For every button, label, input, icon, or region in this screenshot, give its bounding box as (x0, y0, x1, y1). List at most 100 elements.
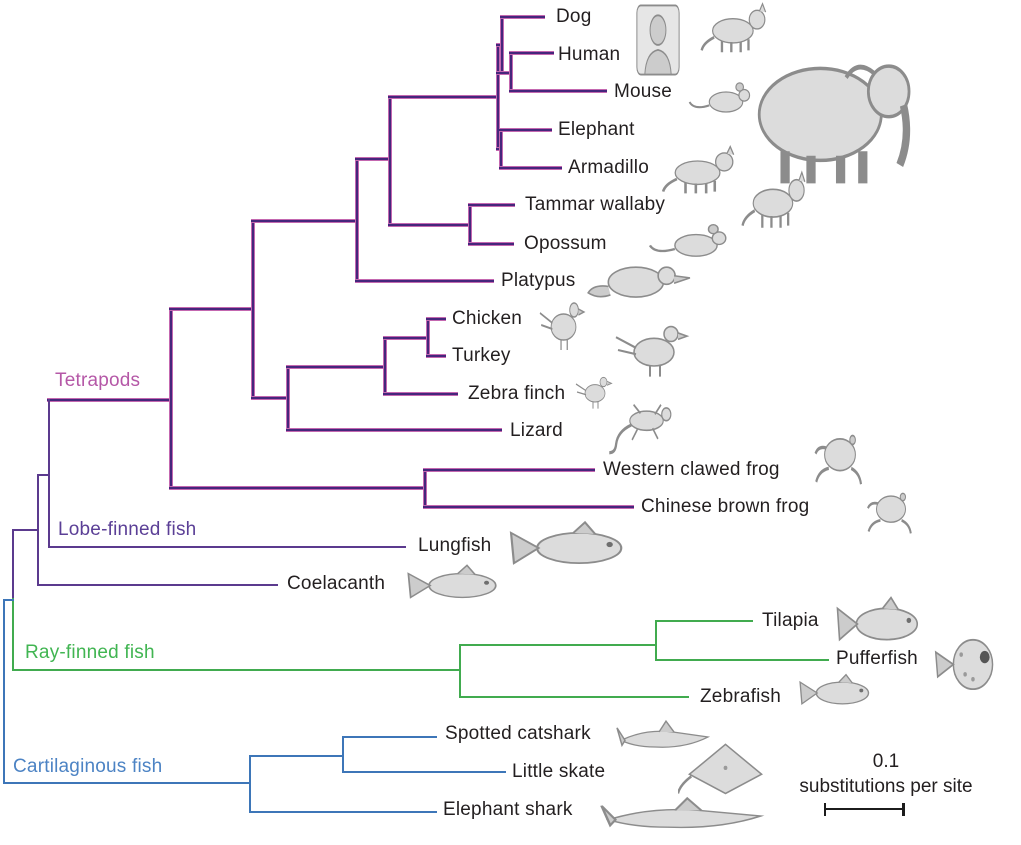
euarchontoglires-node (509, 51, 513, 93)
euarchontoglires-stem (496, 71, 513, 75)
galliformes-stem (383, 336, 430, 340)
atlantogenata-node (499, 128, 503, 170)
human-illustration (625, 3, 691, 77)
elasmobranchii-stem (248, 754, 345, 758)
species-label-armadillo: Armadillo (568, 157, 649, 178)
branch-zebra-finch (383, 392, 458, 396)
galliformes-node (426, 317, 430, 358)
species-label-zebra-finch: Zebra finch (468, 383, 566, 404)
clade-label-cartilaginous-fish: Cartilaginous fish (13, 756, 163, 777)
elasmobranchii-node (341, 735, 345, 774)
species-label-western-clawed-frog: Western clawed frog (603, 459, 780, 480)
species-label-human: Human (558, 44, 621, 65)
root-node (2, 598, 6, 785)
turkey-illustration (608, 318, 708, 382)
little-skate-illustration (676, 738, 773, 802)
root-stem (2, 598, 15, 602)
opossum-illustration (648, 213, 744, 267)
branch-pufferfish (654, 658, 830, 662)
marsupial-node (468, 203, 472, 246)
branch-elephant (499, 128, 552, 132)
species-label-turkey: Turkey (452, 345, 511, 366)
eutheria-node (496, 43, 500, 151)
pufferfish-illustration (922, 625, 1020, 699)
boreoeutheria-node (500, 15, 504, 75)
sauria-stem (251, 396, 290, 400)
species-label-platypus: Platypus (501, 270, 576, 291)
clade-label-tetrapods: Tetrapods (55, 370, 141, 391)
branch-turkey (426, 354, 446, 358)
amphibia-node (423, 468, 427, 509)
species-label-tammar-wallaby: Tammar wallaby (525, 194, 666, 215)
lungfish-illustration (498, 513, 643, 583)
species-label-dog: Dog (556, 6, 592, 27)
branch-opossum (468, 242, 514, 246)
branch-chicken (426, 317, 446, 321)
species-label-opossum: Opossum (524, 233, 607, 254)
sauria-node (286, 365, 290, 432)
scale-bar-value: 0.1 (872, 751, 900, 772)
sarcopterygii-stem (11, 528, 40, 532)
branch-tilapia (654, 619, 754, 623)
amphibia-stem (169, 486, 427, 490)
branch-western-clawed-frog (423, 468, 595, 472)
chondrichthyes-node (248, 754, 252, 814)
mammalia-node (355, 157, 359, 283)
mouse-illustration (688, 72, 764, 122)
branch-lungfish (47, 545, 407, 549)
marsupial-stem (388, 223, 472, 227)
eutheria-stem (388, 95, 500, 99)
species-label-little-skate: Little skate (512, 761, 606, 782)
dog-illustration (697, 0, 775, 56)
dipnoi-tetrapoda-stem (36, 473, 51, 477)
species-label-zebrafish: Zebrafish (700, 686, 782, 707)
aves-stem (286, 365, 387, 369)
amniota-node (251, 219, 255, 400)
scale-bar (823, 801, 905, 817)
theria-stem (355, 157, 392, 161)
species-label-coelacanth: Coelacanth (287, 573, 386, 594)
tetrapoda-node (169, 307, 173, 490)
chicken-illustration (535, 295, 597, 355)
western-clawed-frog-illustration (805, 423, 875, 491)
osteichthyes-node-lower (11, 597, 15, 672)
branch-mouse (509, 89, 607, 93)
tilapia-illustration (828, 588, 933, 660)
branch-coelacanth (36, 583, 279, 587)
amniota-stem (169, 307, 255, 311)
branch-spotted-catshark (341, 735, 438, 739)
branch-chinese-brown-frog (423, 505, 634, 509)
species-label-lungfish: Lungfish (418, 535, 492, 556)
species-label-chinese-brown-frog: Chinese brown frog (641, 496, 810, 517)
mammalia-stem (251, 219, 359, 223)
elephant-illustration (737, 50, 922, 188)
percomorpha-stem (458, 643, 658, 647)
clade-label-lobe-finned-fish: Lobe-finned fish (58, 519, 197, 540)
scale-bar-group: 0.1 substitutions per site (790, 750, 982, 817)
percomorpha-node (654, 619, 658, 662)
species-label-tilapia: Tilapia (762, 610, 819, 631)
branch-lizard (286, 428, 502, 432)
clade-label-ray-finned-fish: Ray-finned fish (25, 642, 155, 663)
chinese-brown-frog-illustration (858, 483, 924, 539)
coelacanth-illustration (398, 558, 513, 613)
actinopterygii-node (458, 643, 462, 699)
branch-dog (500, 15, 545, 19)
osteichthyes-node-upper (11, 528, 15, 603)
branch-zebrafish (458, 695, 690, 699)
tetrapod-stem (47, 398, 173, 402)
aves-node (383, 336, 387, 396)
branch-little-skate (341, 770, 507, 774)
tammar-wallaby-illustration (738, 168, 814, 232)
branch-elephant-shark (248, 810, 438, 814)
theria-node (388, 95, 392, 227)
platypus-illustration (585, 248, 691, 312)
actinopterygii-stem (11, 668, 462, 672)
species-label-elephant-shark: Elephant shark (443, 799, 573, 820)
branch-human (509, 51, 554, 55)
species-label-lizard: Lizard (510, 420, 563, 441)
species-label-spotted-catshark: Spotted catshark (445, 723, 591, 744)
spotted-catshark-illustration (615, 712, 715, 762)
zebra-finch-illustration (572, 372, 622, 412)
